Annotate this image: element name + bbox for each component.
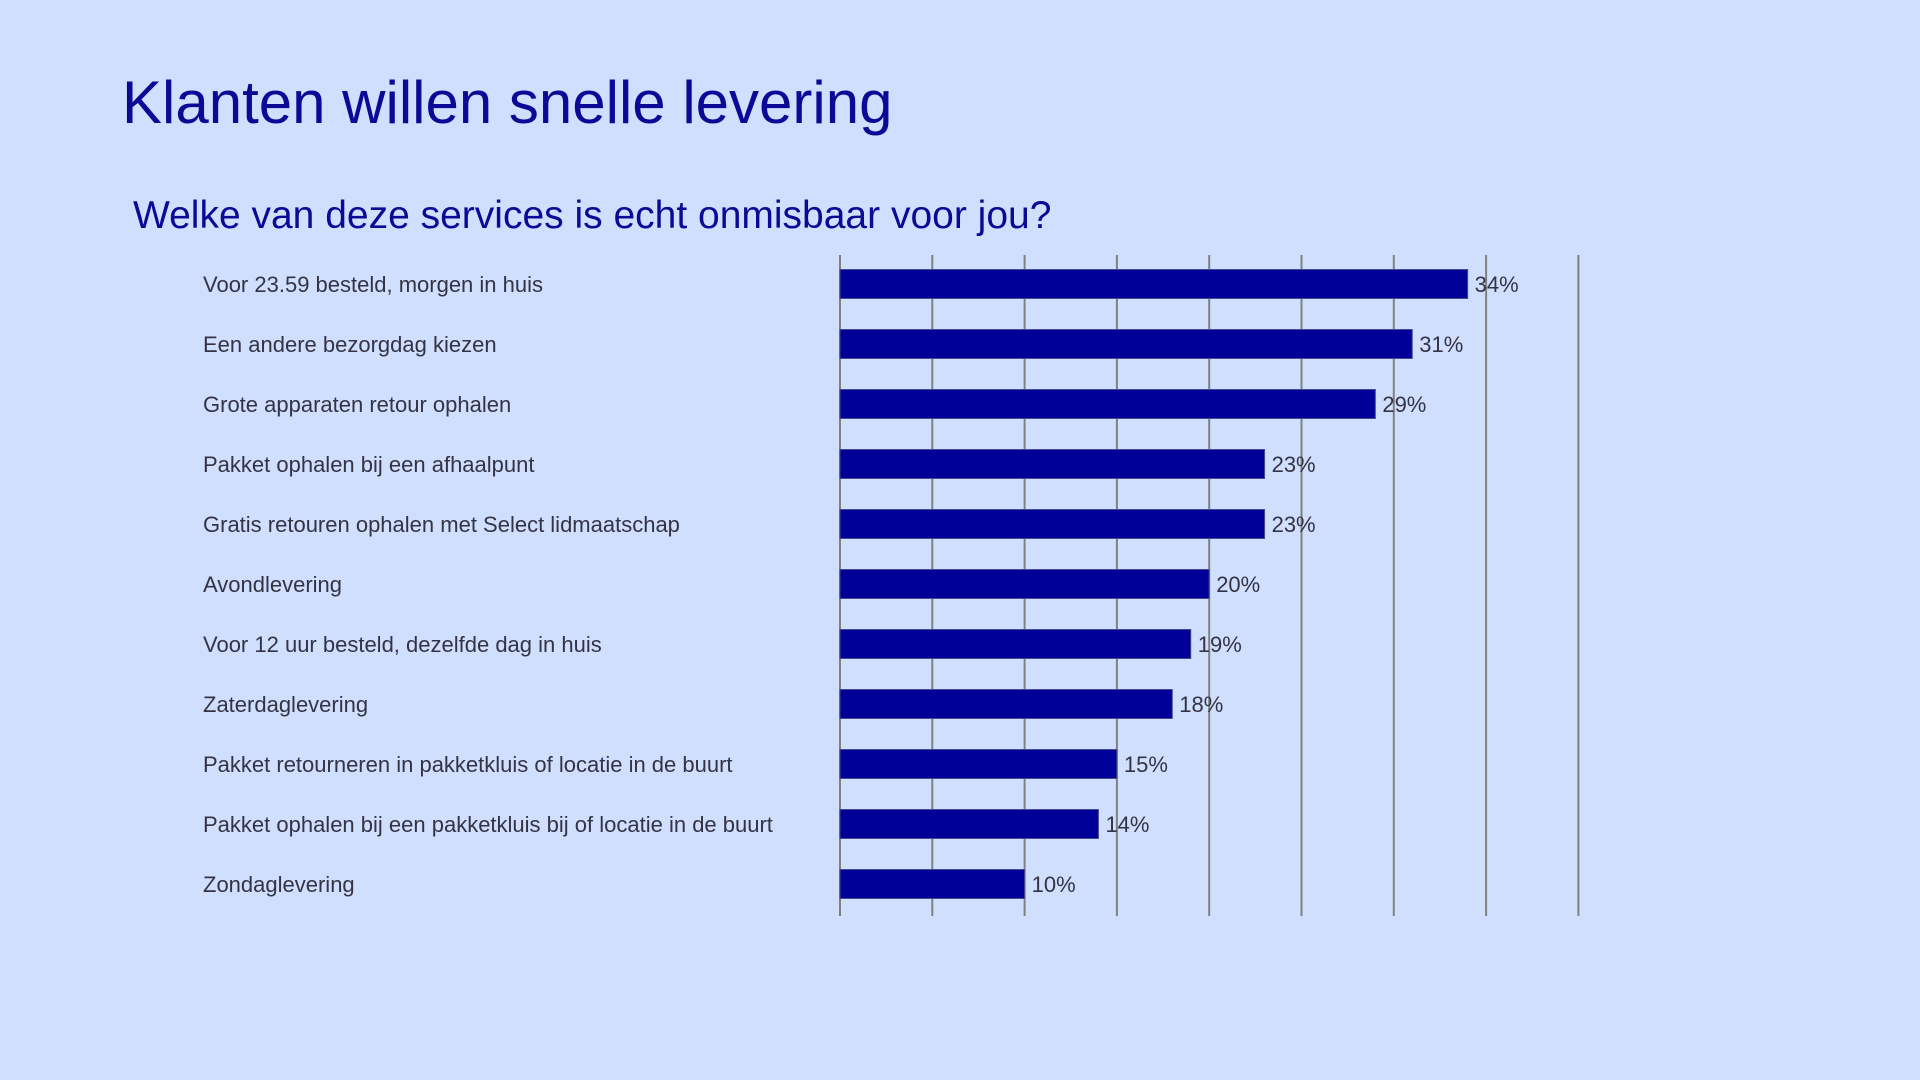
bar bbox=[839, 629, 1192, 659]
category-label: Pakket ophalen bij een afhaalpunt bbox=[203, 452, 534, 477]
bar bbox=[839, 329, 1413, 359]
data-label: 10% bbox=[1032, 872, 1076, 897]
bar bbox=[839, 689, 1173, 719]
data-label: 31% bbox=[1419, 332, 1463, 357]
category-label: Avondlevering bbox=[203, 572, 342, 597]
category-label: Grote apparaten retour ophalen bbox=[203, 392, 511, 417]
slide-title: Klanten willen snelle levering bbox=[122, 69, 893, 136]
bar bbox=[839, 809, 1099, 839]
category-label: Een andere bezorgdag kiezen bbox=[203, 332, 497, 357]
bar bbox=[839, 749, 1118, 779]
category-label: Voor 23.59 besteld, morgen in huis bbox=[203, 272, 543, 297]
data-label: 14% bbox=[1105, 812, 1149, 837]
category-label: Pakket retourneren in pakketkluis of loc… bbox=[203, 752, 733, 777]
data-label: 20% bbox=[1216, 572, 1260, 597]
data-label: 23% bbox=[1272, 452, 1316, 477]
data-label: 19% bbox=[1198, 632, 1242, 657]
bar bbox=[839, 509, 1266, 539]
data-label: 18% bbox=[1179, 692, 1223, 717]
bar bbox=[839, 389, 1376, 419]
category-label: Gratis retouren ophalen met Select lidma… bbox=[203, 512, 680, 537]
category-label: Pakket ophalen bij een pakketkluis bij o… bbox=[203, 812, 773, 837]
data-label: 15% bbox=[1124, 752, 1168, 777]
data-label: 23% bbox=[1272, 512, 1316, 537]
data-label: 29% bbox=[1382, 392, 1426, 417]
bar bbox=[839, 269, 1469, 299]
category-label: Voor 12 uur besteld, dezelfde dag in hui… bbox=[203, 632, 602, 657]
bar bbox=[839, 869, 1026, 899]
data-label: 34% bbox=[1475, 272, 1519, 297]
category-label: Zaterdaglevering bbox=[203, 692, 368, 717]
bar bbox=[839, 569, 1210, 599]
chart-question: Welke van deze services is echt onmisbaa… bbox=[133, 194, 1052, 237]
bar bbox=[839, 449, 1266, 479]
category-label: Zondaglevering bbox=[203, 872, 355, 897]
